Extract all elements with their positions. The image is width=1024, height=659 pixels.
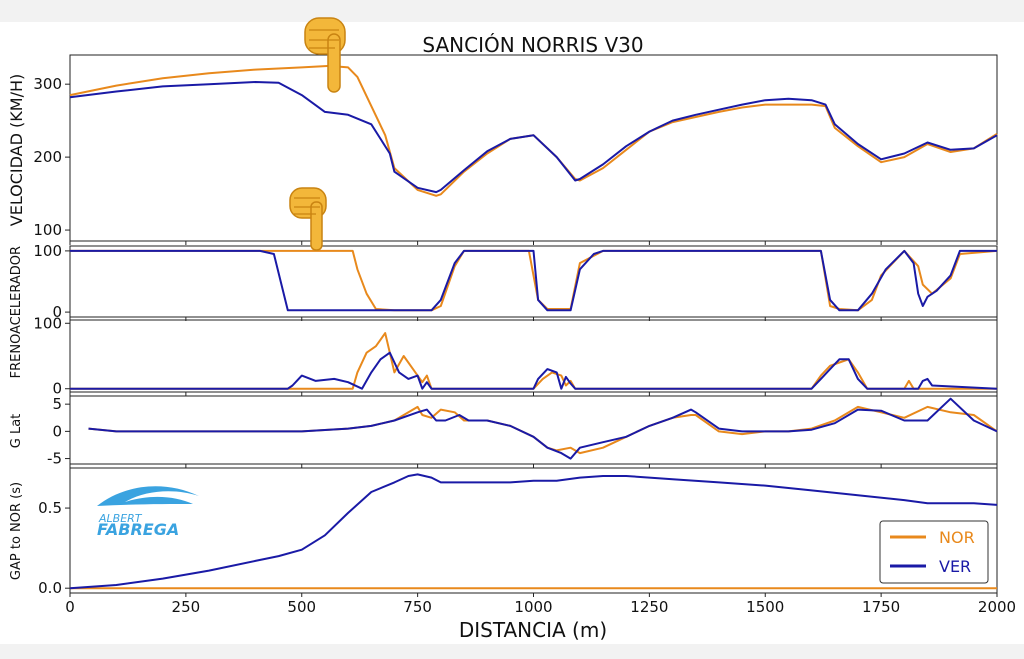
xtick-label: 500 [287, 598, 316, 616]
glat-axis-label: G Lat [9, 414, 24, 449]
albert-fabrega-logo: ALBERT FABREGA [97, 486, 199, 539]
speed-axis-label: VELOCIDAD (KM/H) [7, 74, 26, 226]
xtick-label: 2000 [978, 598, 1016, 616]
logo-swoosh [97, 486, 199, 506]
chart-title: SANCIÓN NORRIS V30 [422, 33, 643, 57]
figure-area [0, 22, 1024, 644]
brake-axis-label: FRENO [9, 334, 24, 379]
legend-label-nor: NOR [939, 528, 975, 547]
brake-series-nor [70, 332, 997, 390]
brake-series-ver [70, 351, 998, 390]
legend-label-ver: VER [939, 557, 971, 576]
speed-series-ver [69, 81, 998, 194]
throttle-series-ver [70, 249, 997, 312]
speed-ytick-label: 300 [33, 75, 62, 93]
xtick-label: 1250 [630, 598, 668, 616]
x-axis-label: DISTANCIA (m) [459, 618, 607, 642]
glat-ytick-label: 0 [52, 422, 62, 440]
logo-line2: FABREGA [97, 520, 179, 539]
xtick-label: 250 [172, 598, 201, 616]
xtick-label: 0 [65, 598, 75, 616]
glat-series-ver [88, 397, 998, 460]
gap-series-ver [69, 473, 998, 590]
gap-axis-label: GAP to NOR (s) [9, 482, 24, 580]
series-layer [69, 64, 998, 590]
brake-ytick-label: 100 [33, 314, 62, 332]
throttle-ytick-label: 0 [52, 303, 62, 321]
gap-ytick-label: 0.0 [38, 579, 62, 597]
throttle-ytick-label: 100 [33, 242, 62, 260]
brake-ytick-label: 0 [52, 380, 62, 398]
xtick-label: 1750 [862, 598, 900, 616]
throttle-axis-label: ACELERADOR [9, 246, 24, 334]
legend: NOR VER [879, 520, 989, 584]
glat-ytick-label: -5 [47, 450, 62, 468]
pointing-down-hand-icon [304, 17, 346, 93]
xtick-label: 1000 [514, 598, 552, 616]
xtick-label: 1500 [746, 598, 784, 616]
gap-ytick-label: 0.5 [38, 499, 62, 517]
logo-line1: ALBERT [98, 512, 143, 525]
x-ticks: 0 250 500 750 1000 1250 1500 1750 2000 [65, 241, 1016, 616]
speed-ytick-label: 200 [33, 148, 62, 166]
glat-ytick-label: 5 [52, 395, 62, 413]
pointing-down-hand-icon [289, 187, 327, 251]
xtick-label: 750 [403, 598, 432, 616]
speed-ytick-label: 100 [33, 221, 62, 239]
